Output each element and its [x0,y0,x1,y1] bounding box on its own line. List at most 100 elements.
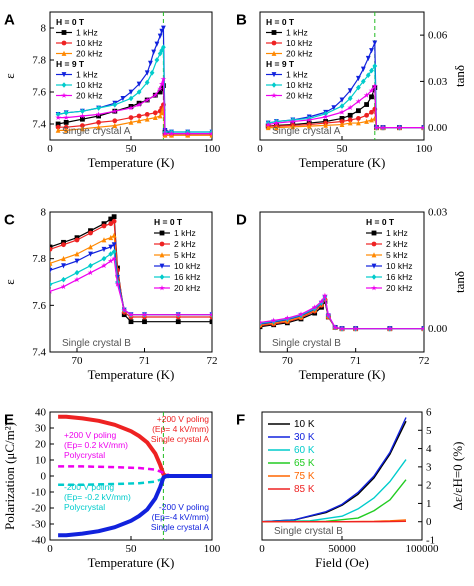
legend-header: H = 0 T [154,217,183,227]
legend-marker [371,230,377,236]
data-point [322,292,328,299]
data-point [128,115,134,120]
data-point [369,48,374,54]
y-tick-label: 0.00 [428,323,448,335]
legend-marker [271,72,277,78]
data-point [128,89,134,95]
data-point [60,283,67,290]
data-point [148,60,153,66]
data-point [270,317,277,323]
data-point [347,120,353,126]
legend-marker [159,230,165,236]
data-point [260,321,263,328]
data-point [380,124,386,131]
data-point [96,113,101,119]
x-tick-label: 70 [72,355,84,367]
data-point [50,246,53,252]
data-point [74,258,80,264]
data-point [136,101,142,108]
data-point [101,237,107,243]
data-point [61,255,66,262]
data-point [369,117,374,123]
data-point [421,124,424,131]
y-tick-label: 5 [426,425,432,437]
data-point [360,66,366,72]
legend-marker [271,92,277,98]
panel-d: D 70 71 72 Temperature (K) 0.00 0.03 tanδ H = 0 … [236,207,467,383]
legend-label: 85 K [294,484,315,495]
x-axis-label: Temperature (K) [299,367,386,382]
y-tick-label: 40 [35,407,47,419]
sample-label: Single crystal B [274,526,343,537]
data-point [63,120,69,125]
data-point [128,311,134,318]
data-point [87,269,94,276]
legend-label: 10 kHz [286,38,312,48]
data-point [168,130,175,137]
data-point [63,110,69,116]
annotation-text: (Ep= 0.2 kV/mm) [64,440,128,450]
data-point [74,269,80,276]
data-point [365,72,371,79]
data-point [74,251,80,257]
data-point [355,98,362,104]
annotation-text: (Ep=-4 kV/mm) [152,512,210,522]
data-point [318,298,325,304]
data-point [63,127,69,133]
data-point [323,110,328,117]
data-point [61,242,66,248]
y-tick-label: 7.8 [32,253,46,265]
data-point [121,307,128,313]
data-point [386,325,393,332]
data-point [101,262,107,269]
data-point [356,75,361,82]
series-line [58,78,212,135]
series-line [260,297,424,330]
legend-label: 10 kHz [286,80,312,90]
data-point [112,102,118,108]
y-tick-label: 1 [426,498,432,510]
y-tick-label: 7.4 [32,119,46,131]
data-point [55,127,61,133]
data-point [111,255,117,262]
data-point [55,121,61,127]
x-tick-label: 0 [47,543,53,555]
data-point [260,319,263,325]
legend-label: 1 kHz [76,28,98,38]
data-point [369,109,374,115]
data-point [55,124,61,130]
annotation-text: Polycrystal [64,450,105,460]
data-point [88,230,93,236]
data-point [108,234,114,241]
legend-marker [371,252,377,258]
y-tick-label: 30 [35,423,47,435]
data-point [136,81,142,87]
data-point [128,95,134,102]
data-point [111,248,117,255]
series-line [260,300,424,330]
x-tick-label: 71 [350,355,361,367]
data-point [371,83,378,89]
annotation-text: +200 V poling [157,414,209,424]
data-point [128,119,134,125]
data-point [169,132,174,138]
data-point [274,124,279,131]
x-tick-label: 100 [204,143,221,155]
data-point [364,118,369,124]
legend-label: 20 kHz [76,91,102,101]
legend-label: 10 K [294,419,315,430]
y-tick-label: 3 [426,461,432,473]
data-point [96,120,101,125]
sample-label: Single crystal A [272,126,341,137]
panel-e: E 0 50 100 Temperature (K) -40 -30 -20 -10 0 10 20 3… [2,407,221,571]
x-axis-label: Temperature (K) [88,155,175,170]
legend-marker [61,50,67,56]
y-axis-label: tanδ [452,271,467,293]
data-point [363,92,370,98]
legend-label: 30 K [294,432,315,443]
data-point [111,232,117,238]
legend-marker [159,285,165,291]
x-axis-label: Temperature (K) [88,555,175,570]
data-point [306,116,313,123]
